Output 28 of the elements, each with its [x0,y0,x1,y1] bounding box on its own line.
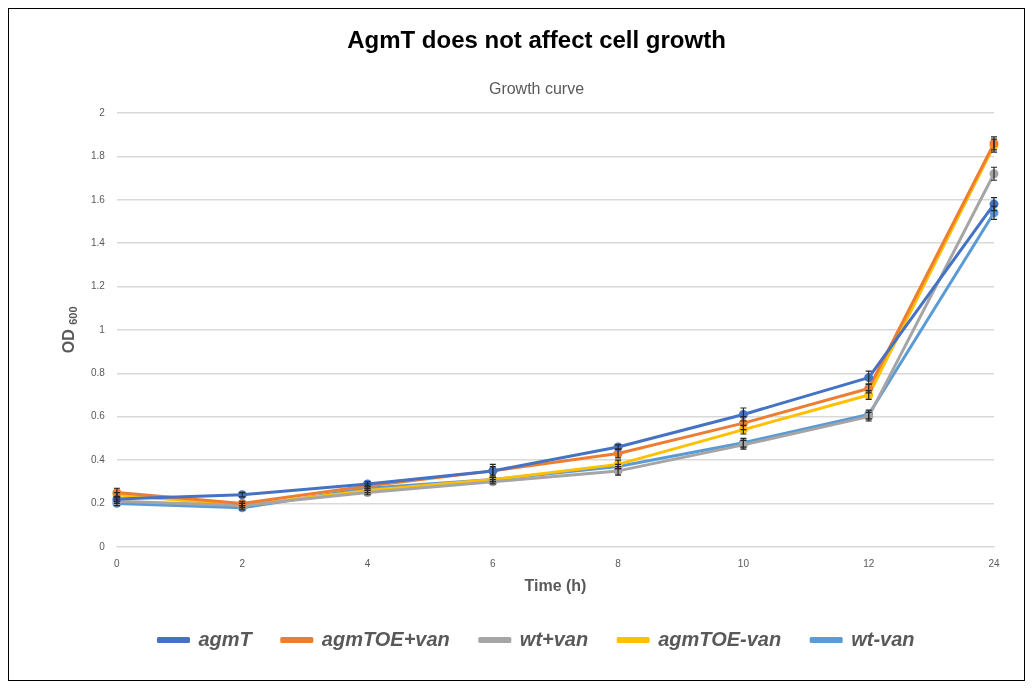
x-tick-label: 24 [988,557,1000,569]
x-tick-label: 2 [239,557,246,569]
y-tick-label: 0 [99,540,106,552]
y-tick-label: 0.8 [91,367,106,379]
y-tick-label: 1.2 [91,280,106,292]
x-tick-label: 0 [114,557,121,569]
y-tick-label: 1.8 [91,150,106,162]
y-tick-label: 2 [99,106,106,118]
x-tick-label: 10 [737,557,750,569]
legend-label: agmT [198,627,254,650]
y-tick-label: 0.4 [91,453,106,465]
x-tick-label: 6 [490,557,497,569]
y-tick-label: 1.4 [91,236,106,248]
chart-title: AgmT does not affect cell growth [347,26,726,54]
x-tick-label: 12 [863,557,875,569]
y-tick-label: 0.2 [91,497,106,509]
legend-label: wt+van [519,627,589,650]
legend-label: agmTOE+van [321,627,450,650]
legend-label: agmTOE-van [658,627,782,650]
x-tick-label: 4 [364,557,371,569]
y-tick-label: 1 [99,323,106,335]
x-axis-title: Time (h) [524,576,587,594]
x-tick-label: 8 [615,557,622,569]
chart-subtitle: Growth curve [488,79,585,97]
y-axis-title: OD 600 [60,306,79,354]
y-tick-label: 0.6 [91,410,106,422]
y-tick-label: 1.6 [91,193,106,205]
legend-label: wt-van [851,627,915,650]
